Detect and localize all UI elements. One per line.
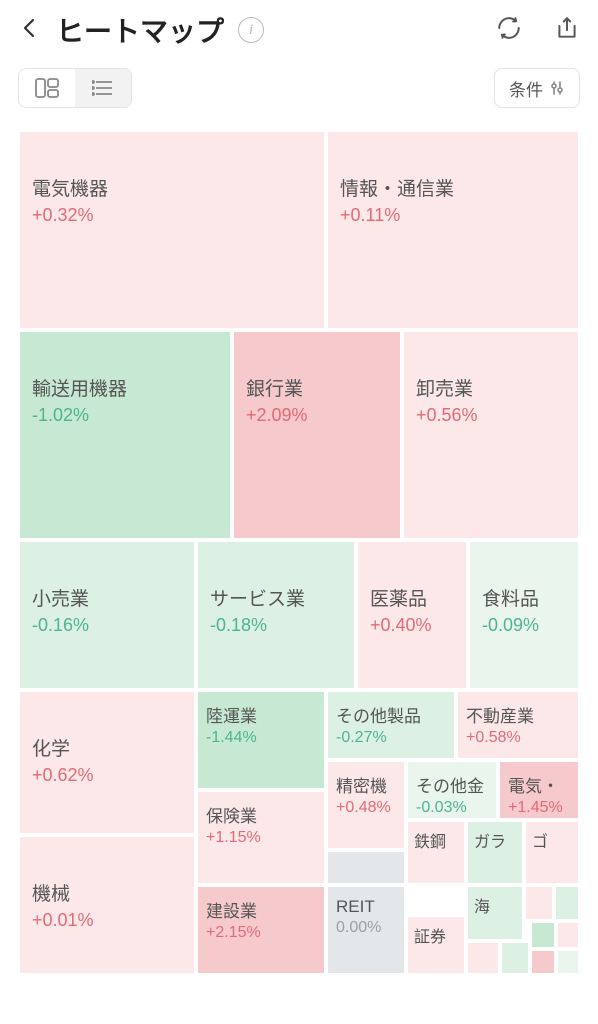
header-bar: ヒートマップ i	[0, 0, 598, 60]
sector-name: 不動産業	[466, 702, 570, 727]
sector-cell[interactable]: 化学 +0.62%	[18, 690, 196, 835]
back-icon[interactable]	[18, 16, 42, 45]
sector-name: 精密機	[336, 772, 396, 797]
sector-name: 電気・	[508, 772, 570, 797]
sector-cell[interactable]: 精密機 +0.48%	[326, 760, 406, 850]
sector-cell[interactable]: 小売業 -0.16%	[18, 540, 196, 690]
sector-name: 証券	[414, 923, 458, 947]
sector-change: -0.18%	[210, 615, 342, 636]
sector-change: +2.15%	[206, 924, 316, 942]
sector-cell[interactable]	[530, 949, 556, 975]
sector-name: 陸運業	[206, 702, 316, 727]
refresh-icon[interactable]	[496, 15, 522, 46]
sector-cell[interactable]	[554, 885, 580, 921]
sector-cell[interactable]	[556, 949, 580, 975]
sector-change: +0.40%	[370, 615, 454, 636]
sector-change: +0.01%	[32, 910, 182, 931]
sector-name: その他金	[416, 772, 488, 797]
sector-change: 0.00%	[336, 919, 396, 937]
sector-change: -0.27%	[336, 729, 446, 747]
sector-name: 卸売業	[416, 374, 566, 401]
info-icon[interactable]: i	[238, 17, 264, 43]
sector-cell[interactable]: ゴ	[524, 820, 580, 885]
sector-change: -0.03%	[416, 799, 488, 817]
sector-cell[interactable]: 鉄鋼	[406, 820, 466, 885]
sector-name: ゴ	[532, 828, 572, 852]
treemap: 電気機器 +0.32% 情報・通信業 +0.11% 輸送用機器 -1.02% 銀行業 +2.0…	[0, 130, 598, 980]
sector-cell[interactable]: 食料品 -0.09%	[468, 540, 580, 690]
sector-change: +0.62%	[32, 765, 182, 786]
sector-cell[interactable]	[530, 921, 556, 949]
sector-cell[interactable]: 機械 +0.01%	[18, 835, 196, 975]
sector-change: +0.32%	[32, 205, 312, 226]
sector-name: 機械	[32, 879, 182, 906]
sector-change: -0.16%	[32, 615, 182, 636]
sector-change: -1.44%	[206, 729, 316, 747]
sector-cell[interactable]: 建設業 +2.15%	[196, 885, 326, 975]
sector-cell[interactable]	[524, 885, 554, 921]
sector-cell[interactable]: 電気機器 +0.32%	[18, 130, 326, 330]
sector-change: +1.15%	[206, 829, 316, 847]
page-title: ヒートマップ	[56, 10, 224, 50]
sector-name: 海	[474, 893, 516, 917]
share-icon[interactable]	[554, 15, 580, 46]
sector-change: +0.56%	[416, 405, 566, 426]
sector-cell[interactable]: 卸売業 +0.56%	[402, 330, 580, 540]
sector-cell[interactable]: その他製品 -0.27%	[326, 690, 456, 760]
view-segmented-control	[18, 68, 132, 108]
sector-name: 保険業	[206, 802, 316, 827]
sector-change: -1.02%	[32, 405, 218, 426]
sector-cell[interactable]: ガラ	[466, 820, 524, 885]
sector-change: +0.48%	[336, 799, 396, 817]
sector-cell[interactable]: 輸送用機器 -1.02%	[18, 330, 232, 540]
sector-cell[interactable]: REIT 0.00%	[326, 885, 406, 975]
sector-cell[interactable]: 証券	[406, 915, 466, 975]
sector-cell[interactable]: 情報・通信業 +0.11%	[326, 130, 580, 330]
sector-name: ガラ	[474, 828, 516, 852]
sector-cell[interactable]: 電気・ +1.45%	[498, 760, 580, 820]
sector-name: 情報・通信業	[340, 174, 566, 201]
sector-cell[interactable]	[500, 941, 530, 975]
sector-cell[interactable]: 銀行業 +2.09%	[232, 330, 402, 540]
sector-cell[interactable]: REIT	[326, 850, 406, 885]
sector-change: +2.09%	[246, 405, 388, 426]
sector-name: REIT	[336, 897, 396, 917]
sector-cell[interactable]	[466, 941, 500, 975]
sector-cell[interactable]	[556, 921, 580, 949]
sector-name: サービス業	[210, 584, 342, 611]
conditions-button[interactable]: 条件	[494, 68, 580, 108]
sector-name: 建設業	[206, 897, 316, 922]
sector-cell[interactable]: 陸運業 -1.44%	[196, 690, 326, 790]
sector-name: 医薬品	[370, 584, 454, 611]
sector-name: 化学	[32, 734, 182, 761]
sector-name: 輸送用機器	[32, 374, 218, 401]
sector-change: +1.45%	[508, 799, 570, 817]
sector-name: 銀行業	[246, 374, 388, 401]
sector-name: 鉄鋼	[414, 828, 458, 852]
sector-name: その他製品	[336, 702, 446, 727]
sector-cell[interactable]: 保険業 +1.15%	[196, 790, 326, 885]
sector-name: 食料品	[482, 584, 566, 611]
sector-cell[interactable]: 不動産業 +0.58%	[456, 690, 580, 760]
treemap-view-button[interactable]	[19, 69, 75, 107]
list-view-button[interactable]	[75, 69, 131, 107]
sector-change: +0.11%	[340, 205, 566, 226]
sector-cell[interactable]: その他金 -0.03%	[406, 760, 498, 820]
sector-cell[interactable]: サービス業 -0.18%	[196, 540, 356, 690]
sector-change: -0.09%	[482, 615, 566, 636]
toolbar: 条件	[0, 60, 598, 116]
sector-cell[interactable]: 医薬品 +0.40%	[356, 540, 468, 690]
sector-name: 電気機器	[32, 174, 312, 201]
sector-cell[interactable]: 海	[466, 885, 524, 941]
sector-name: 小売業	[32, 584, 182, 611]
conditions-label: 条件	[509, 76, 543, 101]
sector-change: +0.58%	[466, 729, 570, 747]
